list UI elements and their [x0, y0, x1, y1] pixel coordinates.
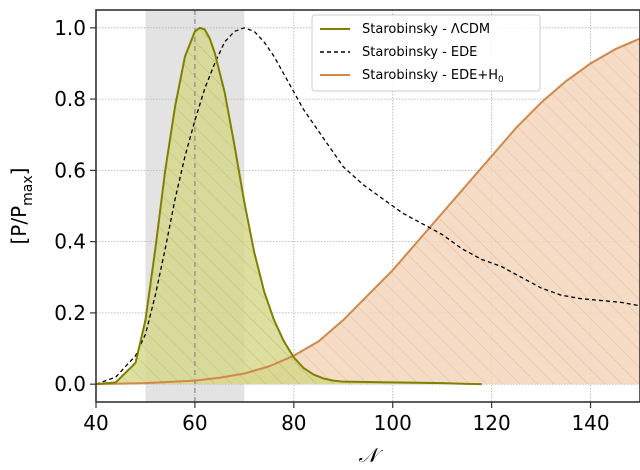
y-axis-label: [P/Pmax]	[7, 168, 36, 245]
tick-layer: 40 60 80 100 120 140 0.0 0.2 0.4 0.6 0.8 1.0	[54, 16, 609, 435]
plot-frame	[95, 9, 640, 403]
legend-label-ede: Starobinsky - EDE	[362, 45, 477, 60]
x-tick-label: 80	[281, 411, 306, 435]
y-axis-label-sub: max	[20, 175, 36, 206]
y-tick-label: 1.0	[54, 16, 86, 40]
area-hatch-lcdm	[96, 27, 482, 385]
area-hatch-ede-h0	[96, 38, 640, 385]
line-layer	[96, 26, 640, 386]
x-tick-label: 40	[83, 411, 108, 435]
legend: Starobinsky - ΛCDM Starobinsky - EDE Sta…	[311, 14, 541, 92]
legend-label-ede-h0: Starobinsky - EDE+H0	[362, 68, 504, 85]
legend-label-lcdm: Starobinsky - ΛCDM	[362, 22, 490, 37]
y-tick-label: 0.6	[54, 158, 86, 182]
series-line-ede	[96, 27, 640, 385]
y-tick-label: 0.8	[54, 87, 86, 111]
y-axis-label-main: [P/P	[7, 206, 31, 245]
x-tick-label: 140	[571, 411, 609, 435]
x-axis-label: 𝒩	[358, 443, 383, 467]
y-tick-label: 0.4	[54, 230, 86, 254]
x-tick-label: 60	[182, 411, 207, 435]
y-tick-label: 0.0	[54, 372, 86, 396]
legend-box	[311, 14, 541, 92]
series-line-ede-h0	[96, 37, 640, 386]
series-line-lcdm	[96, 26, 482, 386]
legend-label-ede-h0-sub: 0	[498, 75, 504, 85]
y-tick-label: 0.2	[54, 301, 86, 325]
x-tick-label: 120	[473, 411, 511, 435]
legend-label-ede-h0-main: Starobinsky - EDE+H	[362, 68, 498, 83]
axes-layer	[95, 9, 640, 403]
y-axis-label-end: ]	[7, 168, 31, 176]
fill-layer	[96, 27, 640, 385]
x-tick-label: 100	[374, 411, 412, 435]
